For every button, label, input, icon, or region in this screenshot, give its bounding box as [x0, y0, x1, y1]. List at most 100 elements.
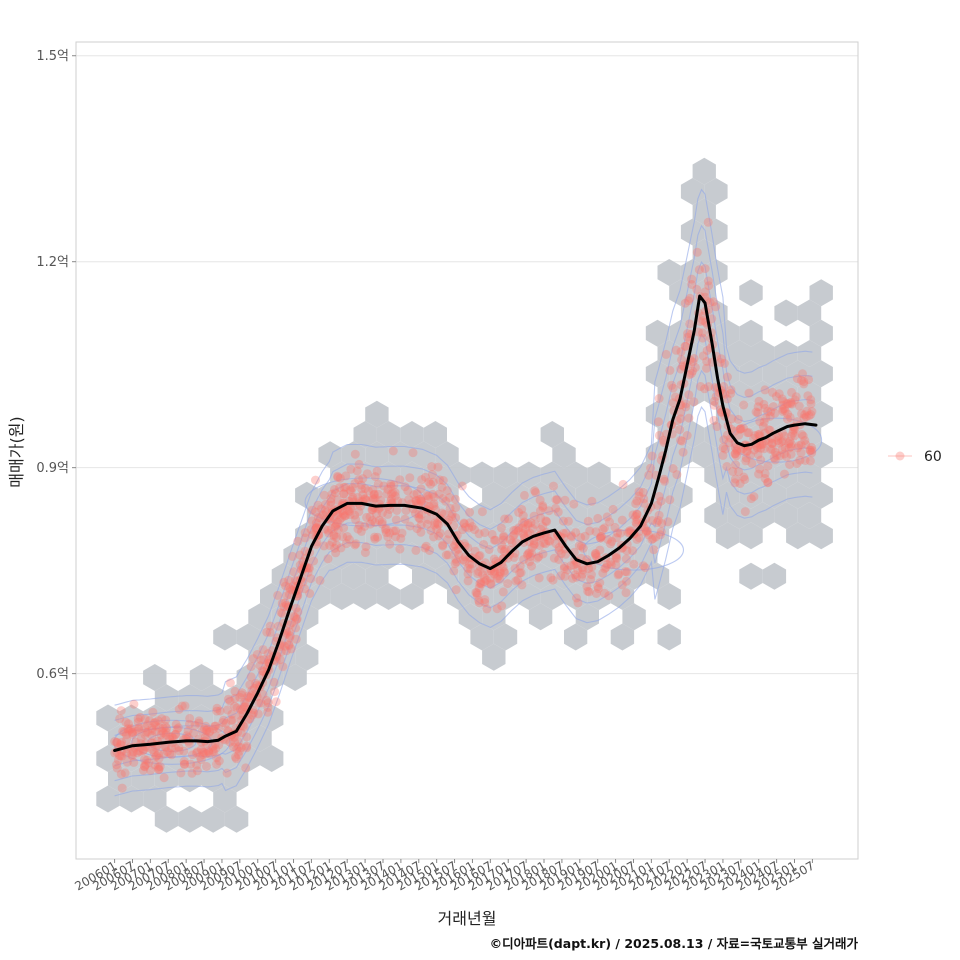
hex-cell: [610, 623, 635, 651]
data-point: [145, 716, 155, 726]
data-point: [687, 274, 697, 284]
hex-cell: [704, 178, 728, 205]
data-point: [677, 355, 687, 365]
data-point: [429, 532, 439, 542]
data-point: [700, 384, 710, 394]
data-point: [499, 566, 509, 576]
data-point: [344, 535, 354, 545]
data-point: [520, 517, 529, 527]
data-point: [606, 560, 616, 570]
data-point: [430, 520, 440, 530]
data-point: [596, 533, 606, 543]
data-point: [281, 646, 291, 656]
data-point: [154, 753, 164, 763]
data-point: [338, 532, 348, 542]
data-point: [704, 382, 714, 392]
data-point: [786, 399, 796, 408]
data-point: [319, 541, 329, 551]
data-point: [149, 718, 159, 728]
data-point: [282, 628, 292, 638]
data-point: [284, 575, 294, 585]
data-point: [365, 512, 375, 522]
data-point: [335, 515, 345, 525]
data-point: [345, 485, 355, 495]
data-point: [734, 467, 744, 477]
hex-cell: [341, 441, 366, 469]
density-contour: [114, 369, 813, 782]
hex-cell: [318, 441, 342, 469]
data-point: [735, 424, 745, 434]
data-point: [346, 486, 356, 496]
data-point: [170, 729, 180, 739]
y-axis: 0.6억 0.9억 1.2억 1.5억: [36, 49, 76, 682]
hex-cell: [493, 461, 518, 489]
data-point: [231, 754, 241, 764]
data-point: [778, 405, 788, 414]
data-point: [360, 494, 370, 504]
data-point: [541, 516, 551, 526]
data-point: [731, 474, 740, 484]
data-point: [154, 765, 164, 775]
data-point: [780, 443, 790, 453]
data-point: [120, 768, 130, 778]
data-point: [300, 533, 310, 543]
data-point: [794, 441, 804, 451]
data-point: [138, 746, 148, 755]
data-point: [499, 546, 509, 556]
data-point: [246, 691, 256, 701]
data-point: [480, 528, 490, 538]
hex-cell: [213, 785, 237, 813]
data-point: [263, 698, 273, 708]
data-point: [807, 442, 816, 452]
hex-cell: [482, 643, 506, 671]
data-point: [341, 471, 351, 481]
data-point: [445, 493, 455, 502]
data-point: [465, 507, 475, 517]
data-point: [758, 421, 768, 431]
data-point: [173, 723, 183, 733]
data-point: [571, 528, 581, 537]
data-point: [754, 469, 764, 479]
data-point: [353, 492, 363, 502]
data-point: [205, 749, 215, 759]
data-point: [583, 516, 593, 526]
data-point: [784, 439, 794, 449]
data-point: [457, 481, 467, 491]
data-point: [319, 490, 329, 500]
data-point: [338, 509, 348, 519]
data-point: [744, 428, 754, 438]
hex-cell: [564, 461, 588, 489]
data-point: [742, 428, 752, 438]
hex-cell: [751, 461, 775, 489]
hex-cell: [669, 400, 693, 428]
data-point: [703, 276, 713, 286]
data-point: [617, 515, 627, 525]
data-point: [756, 455, 766, 465]
data-point: [692, 284, 702, 294]
hex-cell: [388, 441, 412, 469]
data-point: [329, 530, 339, 540]
data-point: [292, 614, 302, 624]
data-point: [265, 627, 275, 637]
data-point: [432, 524, 442, 534]
data-point: [598, 568, 608, 578]
data-point: [416, 496, 426, 506]
data-point: [423, 514, 433, 524]
data-point: [435, 475, 445, 485]
hex-cell: [669, 481, 693, 509]
data-point: [479, 540, 489, 549]
data-point: [249, 708, 259, 718]
data-point: [198, 747, 208, 757]
data-point: [549, 481, 558, 491]
data-point: [606, 539, 615, 549]
data-point: [202, 724, 212, 734]
data-point: [561, 549, 571, 559]
data-point: [155, 762, 165, 771]
data-point: [692, 247, 702, 257]
data-point: [451, 503, 461, 513]
hex-cell: [564, 583, 588, 610]
data-point: [368, 493, 378, 503]
data-point: [640, 563, 650, 573]
hex-cell: [400, 542, 424, 570]
data-point: [391, 532, 401, 542]
